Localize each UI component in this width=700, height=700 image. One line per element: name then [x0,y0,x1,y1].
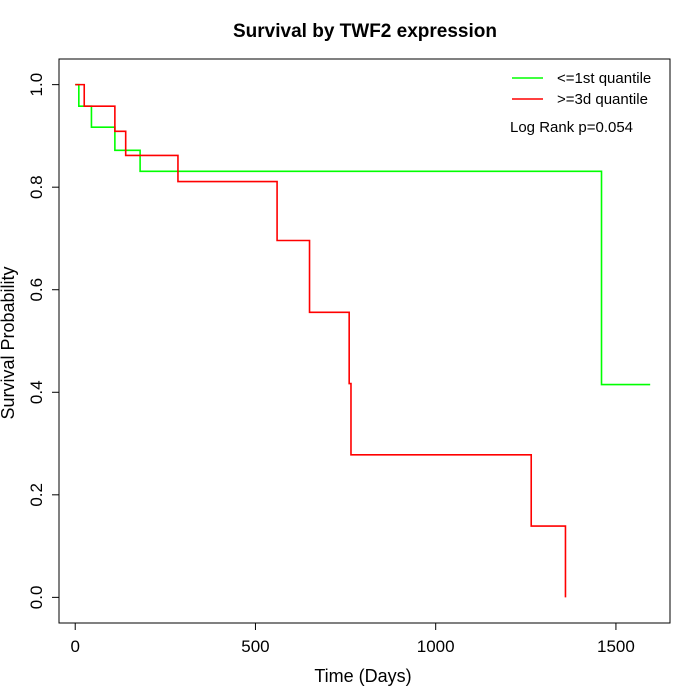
y-tick-label: 1.0 [27,73,46,97]
plot-frame [58,58,671,624]
chart-title: Survival by TWF2 expression [233,21,497,42]
x-tick-label: 500 [241,637,269,656]
series-line-high [75,83,567,598]
y-tick-label: 0.0 [27,586,46,610]
y-tick-label: 0.4 [27,380,46,404]
x-axis-label: Time (Days) [314,666,411,686]
y-tick-label: 0.6 [27,278,46,302]
x-tick-label: 1000 [417,637,455,656]
x-axis: 0 500 1000 1500 [70,622,635,656]
legend-label: <=1st quantile [557,70,651,87]
series-line-low [75,83,651,386]
series-layer [75,83,651,598]
x-tick-label: 0 [70,637,79,656]
legend: <=1st quantile >=3d quantile [512,70,651,108]
y-tick-label: 0.8 [27,175,46,199]
y-axis: 0.0 0.2 0.4 0.6 0.8 1.0 [27,73,60,610]
legend-label: >=3d quantile [557,91,648,108]
log-rank-annotation: Log Rank p=0.054 [510,119,633,136]
y-tick-label: 0.2 [27,483,46,507]
x-tick-label: 1500 [597,637,635,656]
y-axis-label: Survival Probability [0,266,18,419]
